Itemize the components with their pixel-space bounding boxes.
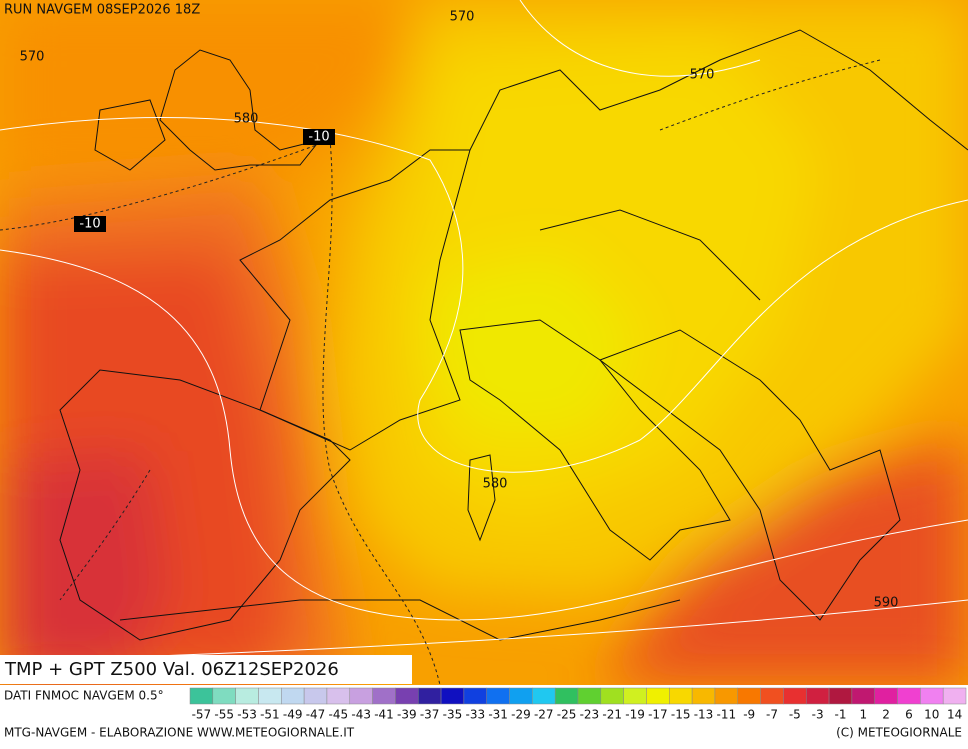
colorbar-label: 1 xyxy=(859,708,867,722)
colorbar-swatch xyxy=(623,687,647,705)
colorbar-label: -19 xyxy=(625,708,645,722)
colorbar-swatch xyxy=(942,687,967,705)
colorbar-swatch xyxy=(669,687,693,705)
colorbar-label: -27 xyxy=(534,708,554,722)
colorbar-label: -29 xyxy=(511,708,531,722)
contour-label: 580 xyxy=(234,112,259,127)
colorbar-label: -43 xyxy=(351,708,371,722)
colorbar-swatch xyxy=(395,687,419,705)
colorbar-label: -33 xyxy=(465,708,485,722)
map: 570 570 570 580 -10 -10 580 590 xyxy=(0,0,968,685)
balkans xyxy=(598,329,901,621)
colorbar-label: -3 xyxy=(812,708,824,722)
colorbar-swatch xyxy=(554,687,579,705)
colorbar-label: -53 xyxy=(237,708,257,722)
colorbar-swatch xyxy=(737,687,761,705)
colorbar-label: -5 xyxy=(789,708,801,722)
colorbar-swatch xyxy=(440,687,465,705)
contour-label: 570 xyxy=(690,68,715,83)
colorbar-label: -1 xyxy=(834,708,846,722)
colorbar-swatch xyxy=(805,687,830,705)
colorbar-label: -57 xyxy=(192,708,212,722)
colorbar-swatch xyxy=(235,687,259,705)
colorbar-label: -31 xyxy=(488,708,508,722)
colorbar-swatch xyxy=(532,687,556,705)
colorbar-swatch xyxy=(326,687,351,705)
britain xyxy=(159,49,322,171)
colorbar-swatch xyxy=(417,687,442,705)
colorbar-label: -21 xyxy=(602,708,622,722)
colorbar-swatch xyxy=(714,687,739,705)
title-box xyxy=(0,655,412,684)
contour-label: 570 xyxy=(450,10,475,25)
colorbar-label: -55 xyxy=(214,708,234,722)
colorbar-swatch xyxy=(189,687,214,705)
colorbar-swatch xyxy=(486,687,510,705)
colorbar-swatch xyxy=(281,687,305,705)
colorbar-label: -25 xyxy=(557,708,577,722)
islands xyxy=(467,454,496,542)
colorbar-label: 2 xyxy=(882,708,890,722)
colorbar-label: -51 xyxy=(260,708,280,722)
contour-label-box xyxy=(74,216,106,232)
colorbar-label: -23 xyxy=(580,708,600,722)
colorbar-label: -15 xyxy=(671,708,691,722)
contour-label: 590 xyxy=(874,596,899,611)
colorbar-swatch xyxy=(577,687,602,705)
colorbar-swatch xyxy=(920,687,944,705)
contour-labels: 570 570 570 580 -10 -10 580 590 xyxy=(20,10,899,611)
colorbar-label: -13 xyxy=(694,708,714,722)
colorbar-swatch xyxy=(212,687,236,705)
contour-label: 580 xyxy=(483,477,508,492)
colorbar-swatch xyxy=(691,687,716,705)
colorbar-label: -9 xyxy=(743,708,755,722)
colorbar-label: 14 xyxy=(947,708,962,722)
colorbar-swatch xyxy=(258,687,282,705)
colorbar: -57 -55 -53 -51 -49 -47 -45 -43 -41 -39 -37 -35 -33-… xyxy=(189,687,967,722)
colorbar-swatch xyxy=(646,687,670,705)
colorbar-label: -45 xyxy=(329,708,349,722)
colorbar-swatch xyxy=(463,687,487,705)
map-title: TMP + GPT Z500 Val. 06Z12SEP2026 xyxy=(4,659,339,680)
footer-right: (C) METEOGIORNALE xyxy=(836,726,962,740)
temperature-field xyxy=(0,0,968,685)
colorbar-swatch xyxy=(828,687,853,705)
colorbar-label: -37 xyxy=(420,708,440,722)
colorbar-swatch xyxy=(783,687,807,705)
run-label: RUN NAVGEM 08SEP2026 18Z xyxy=(4,3,200,18)
colorbar-label: -35 xyxy=(443,708,463,722)
colorbar-label: -41 xyxy=(374,708,394,722)
colorbar-swatch xyxy=(600,687,624,705)
colorbar-label: -11 xyxy=(717,708,737,722)
colorbar-label: -17 xyxy=(648,708,668,722)
contour-label: 570 xyxy=(20,50,45,65)
colorbar-label: 10 xyxy=(924,708,939,722)
contour-label-box xyxy=(303,129,335,145)
france xyxy=(239,149,471,451)
colorbar-swatch xyxy=(851,687,875,705)
colorbar-swatch xyxy=(874,687,898,705)
contour-label: -10 xyxy=(308,130,329,145)
colorbar-swatch xyxy=(303,687,328,705)
footer-left: MTG-NAVGEM - ELABORAZIONE WWW.METEOGIORN… xyxy=(4,726,355,740)
colorbar-label: -7 xyxy=(766,708,778,722)
colorbar-swatch xyxy=(509,687,533,705)
colorbar-label: 6 xyxy=(905,708,913,722)
colorbar-swatch xyxy=(349,687,373,705)
contour-label: -10 xyxy=(79,217,100,232)
ireland xyxy=(94,99,166,171)
colorbar-label: -39 xyxy=(397,708,417,722)
isotherm-contours xyxy=(0,59,881,685)
colorbar-swatch xyxy=(372,687,396,705)
colorbar-swatch xyxy=(760,687,784,705)
colorbar-swatch xyxy=(897,687,921,705)
colorbar-label: -49 xyxy=(283,708,303,722)
legend-source: DATI FNMOC NAVGEM 0.5° xyxy=(4,689,164,703)
iberia xyxy=(59,369,351,641)
colorbar-label: -47 xyxy=(306,708,326,722)
